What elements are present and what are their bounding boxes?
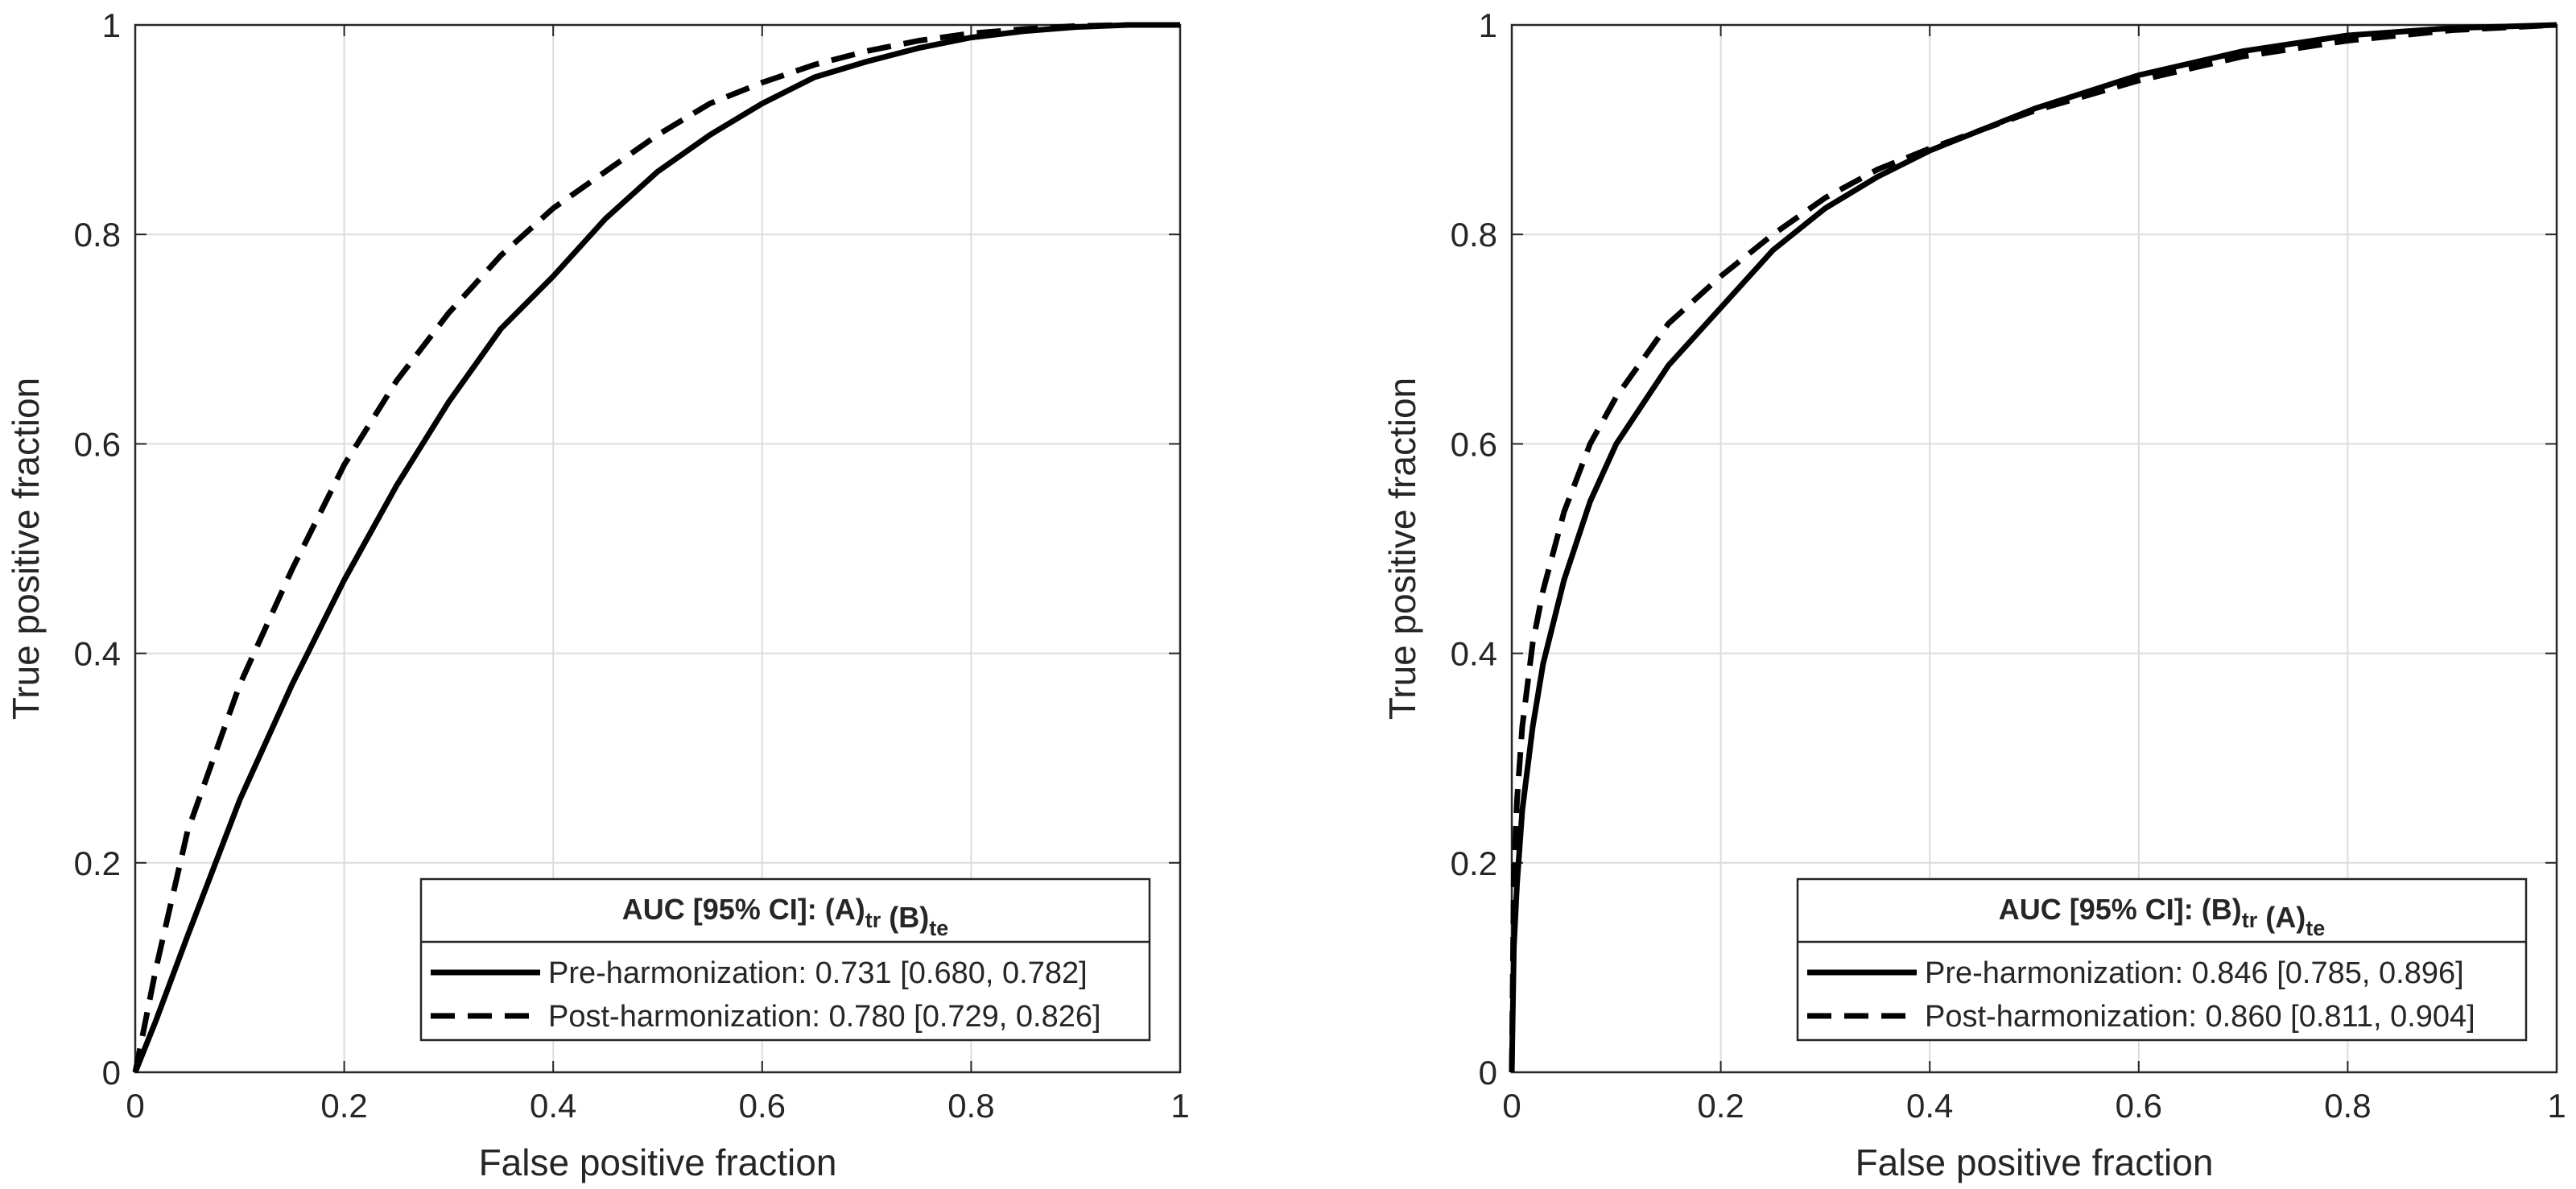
legend-title-subscript: te: [2306, 916, 2325, 940]
x-tick-label: 0.2: [1697, 1087, 1744, 1125]
y-tick-label: 0.4: [1451, 635, 1497, 673]
legend-title-part: [2257, 901, 2265, 934]
x-tick-label: 0.4: [530, 1087, 576, 1125]
y-tick-label: 0: [1479, 1054, 1497, 1092]
legend-title-part: (A): [2265, 901, 2306, 934]
legend-title-part: (B): [2202, 893, 2242, 926]
legend-box: [419, 877, 1151, 1042]
y-tick-label: 1: [102, 6, 121, 44]
y-tick-label: 0.2: [1451, 844, 1497, 882]
y-tick-label: 0: [102, 1054, 121, 1092]
series-line-pre-harmonization: [1509, 22, 2557, 1073]
y-tick-label: 0.8: [1451, 216, 1497, 254]
y-tick-label: 0.4: [74, 635, 121, 673]
x-tick-label: 0.6: [2116, 1087, 2162, 1125]
x-axis-label: False positive fraction: [479, 1142, 837, 1183]
y-tick-label: 0.6: [74, 425, 121, 463]
x-tick-label: 0.8: [947, 1087, 994, 1125]
legend-entry-label: Pre-harmonization: 0.846 [0.785, 0.896]: [1925, 956, 2464, 990]
legend-title-part: AUC [95% CI]:: [622, 893, 825, 926]
y-tick-label: 1: [1479, 6, 1497, 44]
y-axis-label: True positive fraction: [1381, 378, 1423, 720]
legend-entry-label: Post-harmonization: 0.780 [0.729, 0.826]: [548, 1000, 1101, 1034]
x-tick-label: 0: [1502, 1087, 1521, 1125]
axes-box: [1510, 23, 2558, 1074]
legend-title-subscript: tr: [2242, 908, 2258, 932]
legend-title-part: AUC [95% CI]:: [1999, 893, 2202, 926]
series-line-pre-harmonization: [132, 22, 1180, 1074]
y-tick-label: 0.8: [74, 216, 121, 254]
legend-entry-label: Post-harmonization: 0.860 [0.811, 0.904]: [1925, 1000, 2475, 1034]
x-tick-label: 0: [126, 1087, 144, 1125]
x-tick-label: 0.6: [739, 1087, 786, 1125]
y-tick-label: 0.6: [1451, 425, 1497, 463]
y-tick-label: 0.2: [74, 844, 121, 882]
x-tick-label: 0.8: [2324, 1087, 2371, 1125]
legend-title-part: [881, 901, 889, 934]
y-axis-label: True positive fraction: [5, 378, 47, 720]
series-line-post-harmonization: [1509, 22, 2557, 1073]
legend-title-part: (A): [825, 893, 865, 926]
x-tick-label: 0.4: [1906, 1087, 1953, 1125]
legend: AUC [95% CI]: (B)tr (A)te Pre-harmonizati…: [1796, 877, 2528, 1042]
roc-panel-right: 0 0.2 0.4 0.6 0.8 1 0 0.2 0.4 0.6 0.8 1 False positi…: [1381, 6, 2566, 1183]
legend-title-subscript: tr: [865, 908, 881, 932]
legend-entry-label: Pre-harmonization: 0.731 [0.680, 0.782]: [548, 956, 1088, 990]
axes-box: [134, 23, 1182, 1074]
legend: AUC [95% CI]: (A)tr (B)te Pre-harmonizati…: [419, 877, 1151, 1042]
x-axis-label: False positive fraction: [1856, 1142, 2214, 1183]
legend-box: [1796, 877, 2528, 1042]
series-line-post-harmonization: [132, 22, 1180, 1073]
x-tick-label: 1: [1170, 1087, 1189, 1125]
x-tick-label: 1: [2547, 1087, 2566, 1125]
legend-title: AUC [95% CI]: (B)tr (A)te: [1999, 893, 2326, 940]
x-tick-label: 0.2: [320, 1087, 367, 1125]
legend-title-part: (B): [889, 901, 929, 934]
roc-panel-left: 0 0.2 0.4 0.6 0.8 1 0 0.2 0.4 0.6 0.8 1 False positi…: [5, 6, 1190, 1183]
legend-title: AUC [95% CI]: (A)tr (B)te: [622, 893, 949, 940]
legend-title-subscript: te: [929, 916, 948, 940]
